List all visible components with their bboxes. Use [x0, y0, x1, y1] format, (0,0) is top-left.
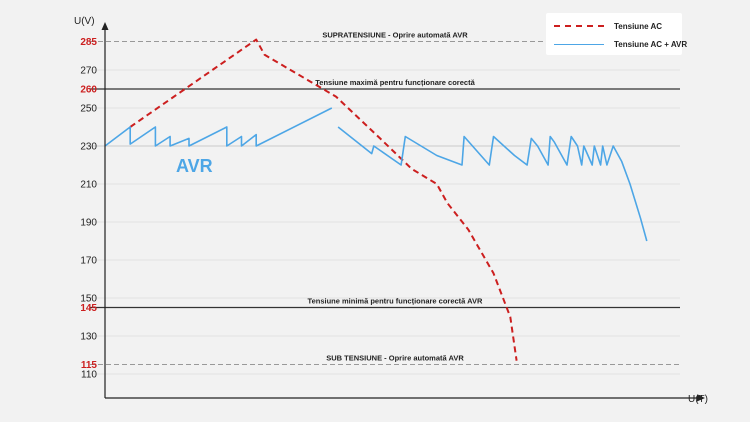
- reference-lines: [90, 41, 680, 365]
- legend-item-ac: Tensiune AC: [554, 19, 662, 33]
- grid: [90, 69, 680, 375]
- y-tick-230: 230: [80, 142, 97, 153]
- ref-label-115: SUB TENSIUNE - Oprire automată AVR: [326, 354, 464, 363]
- avr-annotation: AVR: [176, 156, 213, 176]
- x-axis-arrow-icon: [697, 394, 705, 402]
- y-tick-270: 270: [80, 66, 97, 77]
- series-1-line-1: [337, 126, 648, 242]
- series-1-line-0: [104, 107, 333, 147]
- y-tick-150: 150: [80, 294, 97, 305]
- ref-label-285: SUPRATENSIUNE - Oprire automată AVR: [322, 31, 468, 40]
- y-tick-170: 170: [80, 256, 97, 267]
- y-axis-arrow-icon: [101, 22, 109, 30]
- y-tick-210: 210: [80, 180, 97, 191]
- x-axis-label: U(T): [688, 394, 708, 405]
- y-tick-red-115: 115: [81, 360, 98, 371]
- y-tick-130: 130: [80, 332, 97, 343]
- y-tick-190: 190: [80, 218, 97, 229]
- reference-labels: SUPRATENSIUNE - Oprire automată AVR Tensi…: [308, 31, 483, 363]
- axes: [101, 22, 705, 402]
- ref-label-260: Tensiune maximă pentru funcționare corec…: [315, 78, 475, 87]
- series: [104, 38, 648, 361]
- y-tick-red-260: 260: [80, 85, 97, 96]
- legend-swatch-ac: [554, 25, 604, 27]
- legend-label-ac-avr: Tensiune AC + AVR: [614, 39, 688, 49]
- y-tick-110: 110: [81, 370, 97, 381]
- legend-item-ac-avr: Tensiune AC + AVR: [554, 37, 687, 51]
- ref-label-145: Tensiune minimă pentru funcționare corec…: [308, 297, 483, 306]
- series-0-line-0: [129, 38, 518, 361]
- legend-swatch-ac-avr: [554, 43, 604, 45]
- legend-label-ac: Tensiune AC: [614, 21, 663, 31]
- y-tick-red-285: 285: [80, 37, 97, 48]
- legend: Tensiune AC Tensiune AC + AVR: [546, 13, 687, 55]
- y-tick-250: 250: [80, 104, 97, 115]
- y-tick-labels: 110 130 150 170 190 210 230 250 270 115 145 260 285: [80, 37, 97, 381]
- y-tick-red-145: 145: [80, 303, 97, 314]
- y-axis-label: U(V): [74, 16, 95, 27]
